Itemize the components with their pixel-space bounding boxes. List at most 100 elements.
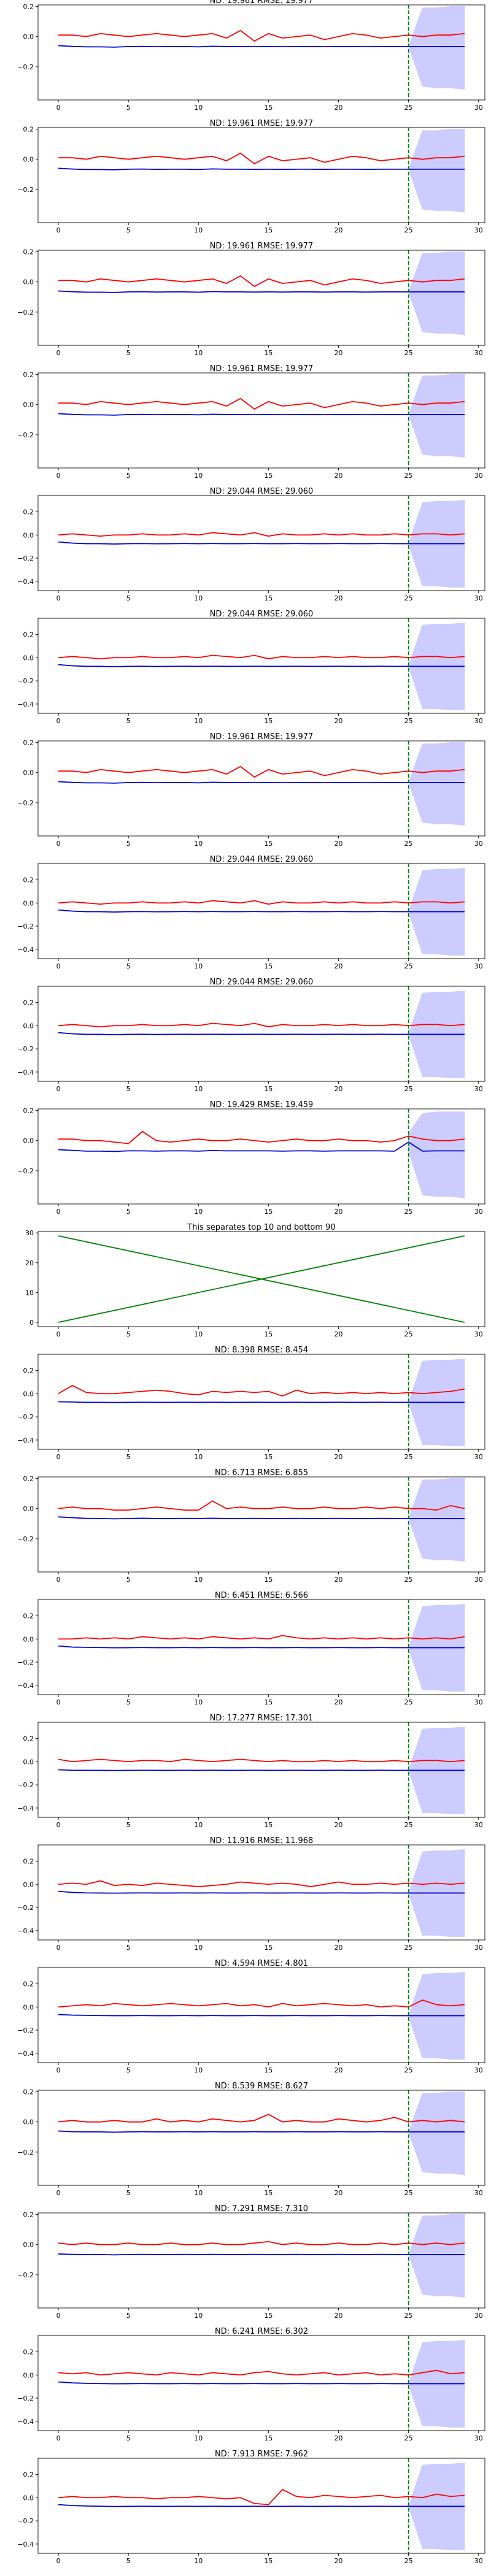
y-tick-label: −0.4 [17, 1068, 34, 1076]
plot-frame [37, 372, 485, 469]
forecast-mean-line [58, 290, 465, 293]
x-tick-label: 10 [194, 2557, 203, 2565]
x-tick-label: 20 [334, 1821, 343, 1829]
x-tick-label: 5 [126, 104, 131, 112]
subplot-title: ND: 6.451 RMSE: 6.566 [215, 1591, 308, 1600]
x-tick-label: 10 [194, 1330, 203, 1338]
subplot: ND: 11.916 RMSE: 11.968 0 5 10 15 20 25 30 −0.4 −… [17, 1836, 485, 1952]
x-tick-label: 10 [194, 104, 203, 112]
target-line [58, 397, 465, 410]
target-line [58, 1758, 465, 1763]
y-tick-label: 0.0 [23, 769, 34, 777]
x-tick-label: 20 [334, 2557, 343, 2565]
forecast-mean-line [58, 2504, 465, 2507]
y-tick-label: −0.2 [17, 2517, 34, 2525]
y-tick-label: 0 [29, 1319, 34, 1327]
subplot-title: ND: 19.429 RMSE: 19.459 [210, 1100, 314, 1110]
x-tick-label: 5 [126, 2557, 131, 2565]
target-line [58, 1635, 465, 1640]
x-tick-label: 0 [56, 2434, 61, 2442]
subplot: ND: 19.961 RMSE: 19.977 0 5 10 15 20 25 30 −0.2 0… [17, 242, 485, 357]
x-tick-label: 0 [56, 104, 61, 112]
x-tick-label: 0 [56, 840, 61, 848]
subplot: This separates top 10 and bottom 90 0 5 10 1… [25, 1223, 485, 1338]
subplot-title: ND: 29.044 RMSE: 29.060 [210, 487, 314, 496]
y-tick-label: 0.2 [23, 2088, 34, 2096]
y-tick-label: 0.2 [23, 1474, 34, 1482]
y-tick-label: 0.0 [23, 531, 34, 539]
plot-frame [37, 2212, 485, 2309]
x-tick-label: 30 [474, 1208, 483, 1216]
y-tick-label: −0.4 [17, 578, 34, 586]
subplot-title: ND: 29.044 RMSE: 29.060 [210, 978, 314, 987]
x-tick-label: 30 [474, 1944, 483, 1952]
x-tick-label: 20 [334, 104, 343, 112]
y-tick-label: 0.0 [23, 2118, 34, 2126]
y-tick-label: 0.2 [23, 1367, 34, 1374]
x-tick-label: 20 [334, 1330, 343, 1338]
x-tick-label: 0 [56, 1085, 61, 1093]
y-tick-label: −0.4 [17, 946, 34, 954]
x-tick-label: 30 [474, 2434, 483, 2442]
x-tick-label: 30 [474, 1330, 483, 1338]
y-tick-label: 0.0 [23, 1758, 34, 1766]
subplot-title: ND: 19.961 RMSE: 19.977 [210, 0, 314, 6]
subplot: ND: 6.241 RMSE: 6.302 0 5 10 15 20 25 30 −0.4 −0.… [17, 2327, 485, 2442]
x-tick-label: 10 [194, 2189, 203, 2197]
x-tick-label: 30 [474, 104, 483, 112]
target-line [58, 2488, 465, 2505]
plot-frame [37, 1476, 485, 1573]
forecast-mean-line [58, 2253, 465, 2256]
target-line [58, 2241, 465, 2245]
target-line [58, 152, 465, 165]
forecast-mean-line [58, 45, 465, 48]
y-tick-label: −0.4 [17, 1927, 34, 1935]
x-tick-label: 5 [126, 1576, 131, 1584]
y-tick-label: 0.2 [23, 1612, 34, 1620]
x-tick-label: 25 [404, 1330, 413, 1338]
plot-frame [37, 1967, 485, 2063]
subplot: ND: 19.961 RMSE: 19.977 0 5 10 15 20 25 30 −0.2 0… [17, 119, 485, 234]
x-tick-label: 25 [404, 717, 413, 725]
prediction-interval-band [408, 2091, 465, 2175]
subplot: ND: 19.961 RMSE: 19.977 0 5 10 15 20 25 30 −0.2 0… [17, 364, 485, 480]
forecast-mean-line [58, 781, 465, 784]
forecast-mean-line [58, 2381, 465, 2385]
target-line [58, 2114, 465, 2123]
y-tick-label: −0.2 [17, 1535, 34, 1543]
y-tick-label: 0.0 [23, 1635, 34, 1643]
plot-frame [37, 986, 485, 1082]
x-tick-label: 0 [56, 962, 61, 970]
forecast-mean-line [58, 541, 465, 545]
x-tick-label: 15 [264, 840, 273, 848]
x-tick-label: 20 [334, 2434, 343, 2442]
x-tick-label: 10 [194, 1698, 203, 1706]
x-tick-label: 25 [404, 2312, 413, 2320]
subplot-title: This separates top 10 and bottom 90 [187, 1223, 335, 1232]
x-tick-label: 30 [474, 2189, 483, 2197]
forecast-mean-line [58, 1890, 465, 1894]
x-tick-label: 15 [264, 2066, 273, 2074]
subplot-title: ND: 7.291 RMSE: 7.310 [215, 2204, 308, 2214]
x-tick-label: 30 [474, 226, 483, 234]
subplot-title: ND: 4.594 RMSE: 4.801 [215, 1959, 308, 1968]
target-line [58, 532, 465, 537]
subplot-title: ND: 11.916 RMSE: 11.968 [210, 1836, 314, 1846]
target-line [58, 29, 465, 42]
x-tick-label: 5 [126, 717, 131, 725]
x-tick-label: 30 [474, 2066, 483, 2074]
x-tick-label: 5 [126, 840, 131, 848]
x-tick-label: 5 [126, 1821, 131, 1829]
x-tick-label: 20 [334, 2189, 343, 2197]
x-tick-label: 5 [126, 2066, 131, 2074]
x-tick-label: 0 [56, 1576, 61, 1584]
x-tick-label: 15 [264, 349, 273, 357]
y-tick-label: −0.2 [17, 309, 34, 316]
forecast-mean-line [58, 2130, 465, 2133]
subplot-title: ND: 8.398 RMSE: 8.454 [215, 1346, 308, 1355]
x-tick-label: 0 [56, 472, 61, 480]
y-tick-label: −0.2 [17, 1658, 34, 1666]
x-tick-label: 15 [264, 1821, 273, 1829]
x-tick-label: 30 [474, 1453, 483, 1461]
plot-frame [37, 2458, 485, 2554]
